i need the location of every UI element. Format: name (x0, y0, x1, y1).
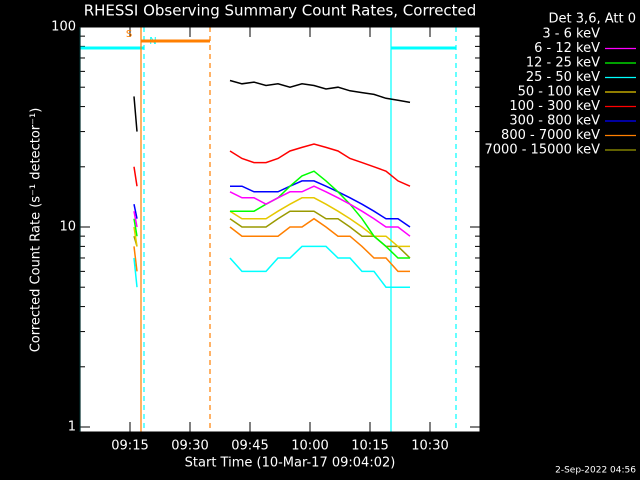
legend-label: 100 - 300 keV (509, 99, 600, 114)
x-tick-label: 09:45 (231, 439, 268, 454)
legend-label: 7000 - 15000 keV (485, 143, 601, 158)
x-axis-label: Start Time (10-Mar-17 09:04:02) (185, 456, 396, 471)
series-line (133, 180, 411, 228)
y-tick-label: 10 (59, 220, 76, 235)
legend-label: 300 - 800 keV (509, 114, 600, 129)
series-line (133, 79, 411, 132)
legend-label: 800 - 7000 keV (501, 128, 600, 143)
footer: 2-Sep-2022 04:56 (555, 466, 636, 476)
legend-label: 6 - 12 keV (534, 41, 600, 56)
plot-area (80, 27, 480, 432)
legend-label: 50 - 100 keV (518, 85, 601, 100)
legend-title: Det 3,6, Att 0 (549, 12, 636, 27)
x-tick-label: 10:15 (351, 439, 388, 454)
legend-label: 12 - 25 keV (526, 56, 600, 71)
series-line (133, 217, 410, 273)
y-tick-label: 100 (51, 20, 76, 35)
x-tick-label: 09:15 (111, 439, 148, 454)
chart-title: RHESSI Observing Summary Count Rates, Co… (84, 2, 477, 20)
y-tick-label: 1 (68, 420, 76, 435)
legend-label: 25 - 50 keV (526, 70, 600, 85)
series-line (133, 197, 410, 248)
x-tick-label: 10:30 (411, 439, 448, 454)
x-tick-label: 10:00 (291, 439, 328, 454)
legend-label: 3 - 6 keV (542, 27, 600, 42)
series-line (133, 245, 410, 288)
x-tick-label: 09:30 (171, 439, 208, 454)
plot-frame (79, 26, 481, 433)
series-line (133, 170, 410, 259)
series-line (133, 143, 411, 187)
y-axis-label: Corrected Count Rate (s⁻¹ detector⁻¹) (29, 108, 44, 353)
interval-label: S (126, 29, 132, 40)
series-line (133, 185, 411, 237)
